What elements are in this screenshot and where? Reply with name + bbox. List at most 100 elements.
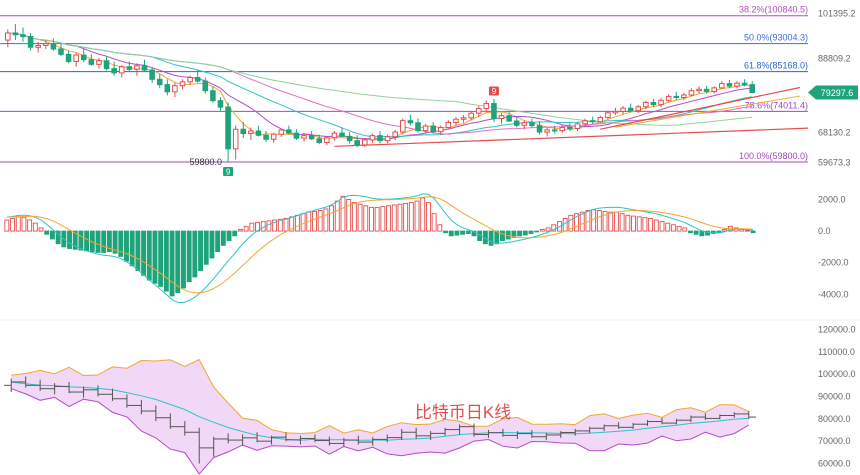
macd-bar: [237, 229, 243, 232]
price-candle: [620, 107, 626, 112]
price-candle: [96, 60, 102, 65]
price-candle: [400, 120, 406, 133]
price-candle: [35, 44, 41, 48]
macd-bar: [602, 210, 608, 232]
macd-bar: [568, 214, 574, 232]
price-candle: [134, 65, 140, 70]
macd-bar: [27, 219, 33, 232]
price-candle: [248, 130, 254, 134]
price-axis-tick: 101395.2: [818, 9, 856, 19]
price-candle: [673, 95, 680, 98]
macd-bar: [55, 230, 61, 245]
macd-dea-line: [6, 196, 754, 294]
price-candle: [324, 137, 330, 143]
macd-bar: [277, 218, 283, 232]
macd-bar: [357, 203, 363, 232]
bollinger-mid-line: [11, 381, 749, 441]
price-candle: [103, 60, 110, 70]
macd-bar: [374, 206, 380, 232]
price-candle: [719, 83, 725, 89]
macd-bar: [722, 229, 728, 232]
macd-bar: [517, 230, 523, 237]
price-candle: [232, 128, 239, 150]
macd-bar: [152, 230, 158, 284]
price-candle: [627, 107, 634, 112]
price-candle: [126, 66, 133, 70]
macd-bar: [448, 230, 454, 237]
low-price-label: 59800.0: [190, 157, 223, 167]
weekly-axis-tick: 80000.0: [818, 414, 851, 424]
macd-bar: [232, 230, 238, 237]
price-candle: [164, 84, 171, 93]
macd-bar: [705, 230, 711, 236]
price-candle: [734, 82, 740, 87]
macd-bar: [471, 230, 477, 237]
price-candle: [278, 129, 285, 135]
macd-bar: [659, 221, 665, 232]
price-candle: [187, 77, 193, 83]
macd-bar: [420, 197, 426, 232]
macd-bar: [135, 230, 141, 272]
macd-bar: [10, 217, 15, 232]
macd-bar: [397, 203, 403, 232]
price-candle: [513, 120, 520, 126]
macd-bar: [608, 211, 614, 232]
macd-bar: [437, 224, 443, 232]
macd-bar: [625, 214, 631, 232]
price-candle: [430, 125, 436, 133]
macd-dif-line: [6, 193, 754, 304]
price-candle: [453, 118, 459, 123]
macd-bar: [220, 230, 226, 246]
price-candle: [339, 132, 345, 137]
macd-bar: [141, 230, 147, 276]
macd-bar: [739, 229, 745, 232]
signal-badge-text: 9: [226, 168, 231, 177]
weekly-axis-tick: 110000.0: [818, 347, 855, 357]
macd-bar: [129, 230, 135, 267]
bollinger-upper-line: [11, 358, 750, 435]
price-candle: [42, 43, 49, 46]
price-candle: [80, 54, 87, 61]
price-candle: [194, 77, 201, 82]
price-candle: [346, 135, 353, 142]
signal-badge: [223, 167, 234, 177]
trend-line: [334, 127, 809, 147]
bollinger-band-fill: [11, 359, 749, 474]
macd-bar: [745, 229, 750, 232]
price-candle: [369, 135, 376, 141]
price-candle: [726, 83, 733, 87]
price-candle: [544, 129, 550, 133]
macd-bar: [312, 210, 317, 232]
price-candle: [255, 130, 262, 136]
macd-bar: [653, 219, 659, 232]
price-candle: [50, 43, 57, 50]
macd-bar: [67, 230, 72, 249]
price-candle: [422, 125, 429, 132]
price-candle: [741, 82, 748, 86]
price-candle: [210, 90, 216, 102]
price-candle: [468, 112, 474, 119]
fib-label: 100.0%(59800.0): [739, 151, 808, 161]
macd-bar: [408, 202, 414, 232]
macd-bar: [186, 230, 192, 283]
macd-bar: [243, 225, 249, 232]
price-candle: [696, 88, 702, 92]
macd-bar: [203, 230, 209, 265]
price-candle: [118, 66, 125, 74]
price-candle: [529, 122, 535, 127]
macd-bar: [443, 230, 448, 234]
macd-bar: [21, 217, 27, 232]
current-price-value: 79297.6: [821, 88, 854, 98]
macd-bar: [169, 230, 175, 297]
price-candle: [483, 103, 490, 110]
price-candle: [156, 78, 163, 86]
price-candle: [445, 121, 452, 128]
price-candle: [635, 106, 642, 112]
price-candle: [643, 101, 649, 108]
macd-bar: [494, 230, 500, 245]
price-candle: [567, 126, 573, 130]
macd-bar: [32, 222, 38, 232]
macd-bar: [369, 206, 374, 232]
macd-bar: [750, 230, 756, 234]
